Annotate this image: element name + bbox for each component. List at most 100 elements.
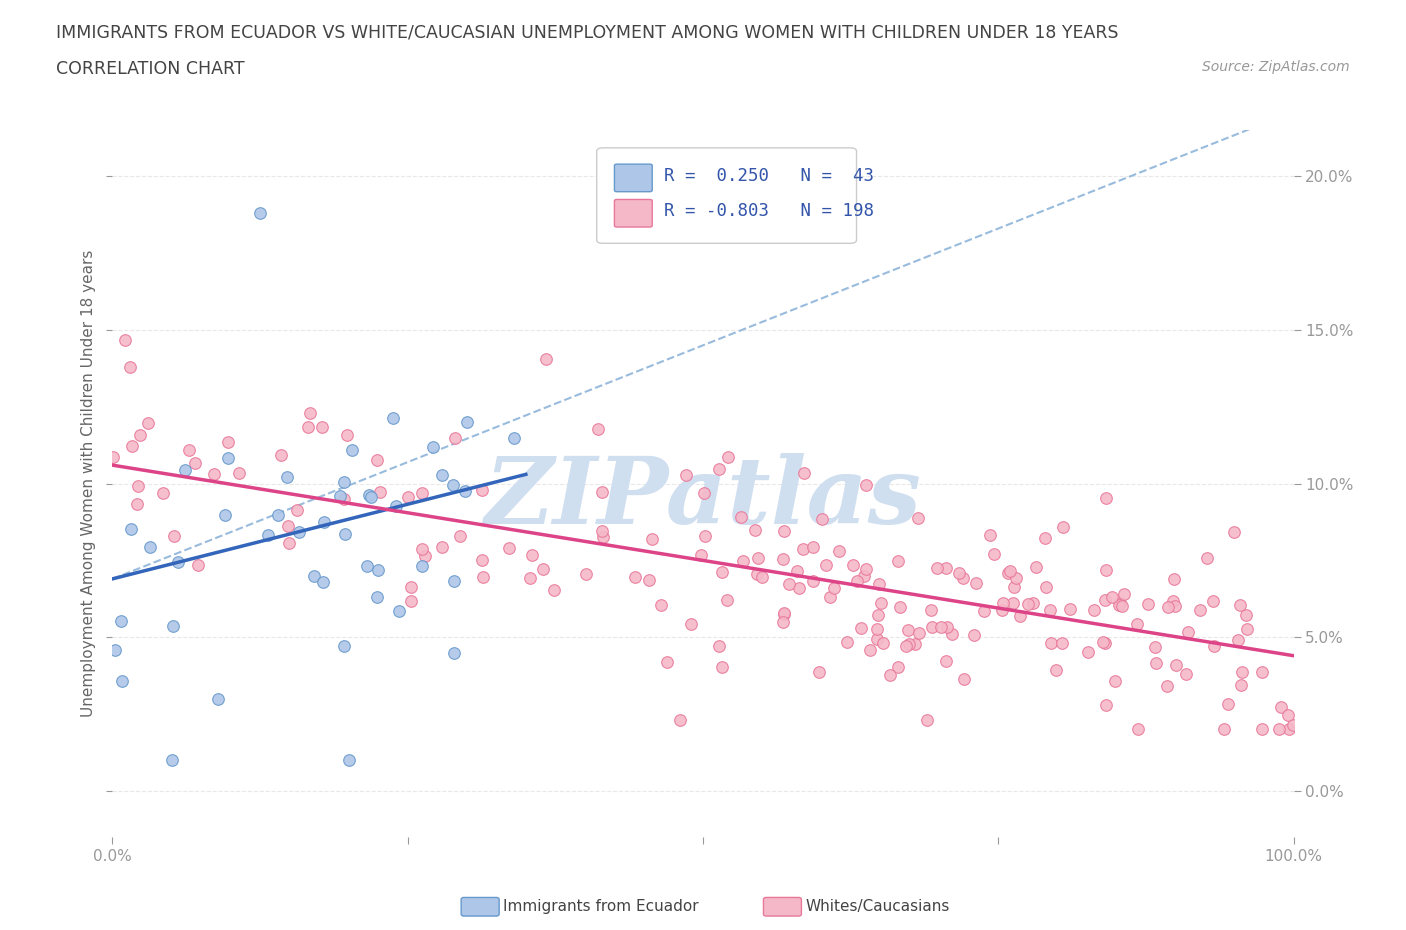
Point [1059,602,1081,617]
Point [1052,519,1074,534]
Point [872,635,894,650]
Point [1236,621,1258,636]
Point [1277,722,1299,737]
Point [531,562,554,577]
Point [1234,607,1257,622]
Point [1218,697,1240,711]
Point [1010,609,1032,624]
Point [1005,570,1028,585]
Point [1017,597,1039,612]
Point [360,489,382,504]
Point [1143,640,1166,655]
Point [152,485,174,500]
Point [889,600,911,615]
Point [793,466,815,481]
Point [1104,673,1126,688]
Point [299,405,322,420]
Point [449,528,471,543]
Point [249,206,271,220]
Point [411,485,433,500]
Point [503,430,526,445]
Point [1035,579,1057,594]
Point [443,574,465,589]
Point [1126,617,1149,631]
Point [1052,636,1074,651]
Point [927,561,949,576]
Point [820,590,842,604]
Point [356,558,378,573]
Point [751,569,773,584]
Point [422,439,444,454]
Point [1094,592,1116,607]
Point [411,541,433,556]
Point [941,627,963,642]
Point [217,435,239,450]
Point [174,462,197,477]
Point [1177,625,1199,640]
Point [1213,722,1236,737]
Point [366,590,388,604]
Point [965,575,987,590]
Point [952,571,974,586]
Point [692,485,714,500]
Point [849,620,872,635]
Point [1092,634,1115,649]
Point [471,483,494,498]
Point [807,665,830,680]
Point [1230,665,1253,680]
Point [575,566,598,581]
Point [385,498,408,513]
Point [1001,596,1024,611]
Point [207,691,229,706]
Point [285,502,308,517]
Point [1268,722,1291,737]
Text: Whites/Caucasians: Whites/Caucasians [806,899,950,914]
Point [1163,571,1185,586]
Point [163,529,186,544]
Point [855,477,877,492]
Point [1230,678,1253,693]
Point [214,508,236,523]
Point [935,561,957,576]
Point [127,479,149,494]
Point [1188,603,1211,618]
Point [1163,599,1185,614]
Point [655,655,678,670]
Point [772,606,794,621]
Point [1022,596,1045,611]
Point [1039,602,1062,617]
Point [747,567,769,582]
Point [710,565,733,580]
Point [1077,644,1099,659]
Point [342,443,364,458]
Point [536,352,558,366]
Point [1270,700,1292,715]
Point [183,456,205,471]
Point [329,488,352,503]
Point [921,619,943,634]
Point [879,668,901,683]
Point [935,654,957,669]
Point [695,529,717,544]
Point [690,548,713,563]
Text: Source: ZipAtlas.com: Source: ZipAtlas.com [1202,60,1350,74]
Point [747,551,769,565]
Y-axis label: Unemployment Among Women with Children Under 18 years: Unemployment Among Women with Children U… [80,250,96,717]
FancyBboxPatch shape [596,148,856,244]
Point [1045,662,1067,677]
Point [624,570,647,585]
Point [1195,551,1218,565]
Point [870,595,893,610]
Point [792,541,814,556]
Point [948,565,970,580]
Point [1204,638,1226,653]
Point [277,519,299,534]
Point [202,467,225,482]
Point [333,526,356,541]
Point [935,620,957,635]
Point [444,431,467,445]
Point [837,635,859,650]
Point [1126,722,1149,737]
Point [1202,594,1225,609]
Point [991,603,1014,618]
